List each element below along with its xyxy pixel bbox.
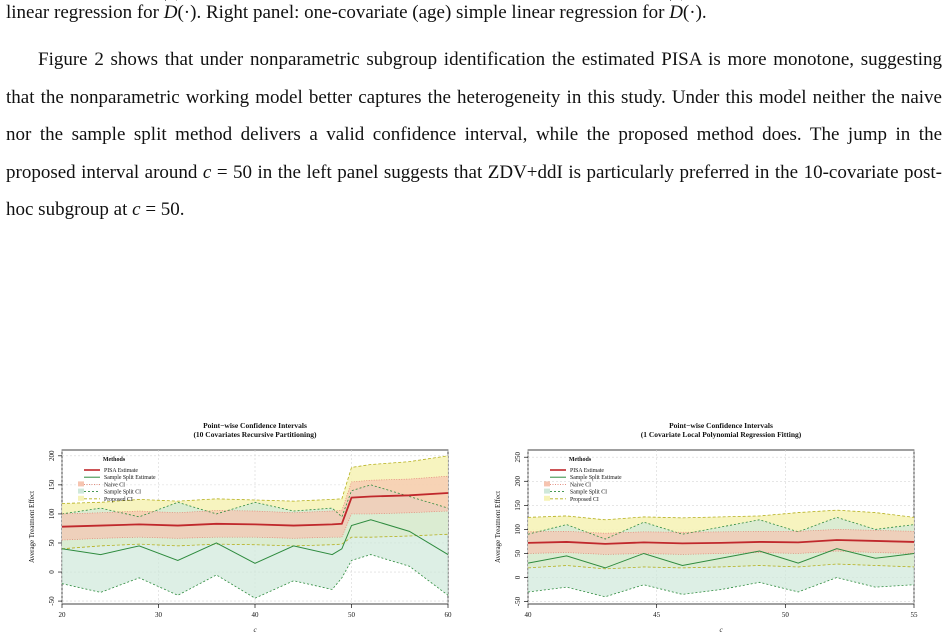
proposed-ci-upper — [61, 455, 449, 504]
sample-split-estimate-line — [527, 548, 915, 569]
legend-title: Methods — [103, 457, 126, 463]
y-tick-label: 250 — [514, 451, 522, 462]
y-axis-label: Average Treatment Effect — [28, 491, 36, 563]
x-axis-label: c — [719, 626, 723, 634]
x-tick-label: 30 — [155, 611, 163, 619]
proposed-ci-lower — [527, 563, 915, 570]
chart-right: Point−wise Confidence Intervals(1 Covari… — [494, 421, 919, 634]
figure-left-panel: Point−wise Confidence Intervals (10 Covar… — [20, 420, 460, 634]
y-axis-label: Average Treatment Effect — [494, 491, 502, 563]
caption-arg-2: (·) — [682, 2, 702, 23]
math-c-1: c — [202, 161, 212, 183]
y-tick-label: 100 — [514, 524, 522, 535]
sample-split-ci-lower — [527, 577, 915, 598]
y-tick-label: 0 — [48, 570, 56, 574]
legend-entry: Sample Split Estimate — [570, 475, 622, 481]
y-tick-label: 50 — [514, 549, 522, 557]
math-eq-2: = 50 — [140, 199, 180, 220]
caption-arg-1: (·) — [177, 2, 197, 23]
legend-swatch — [78, 495, 84, 501]
x-tick-label: 40 — [252, 611, 260, 619]
legend-entry: Sample Split CI — [570, 490, 607, 496]
naive-ci-lower — [527, 550, 915, 555]
legend-swatch — [544, 481, 550, 487]
legend-entry: Proposed CI — [104, 497, 133, 503]
legend-entry: Sample Split CI — [104, 490, 141, 496]
legend-entry: Sample Split Estimate — [104, 475, 156, 481]
legend-entry: Proposed CI — [570, 497, 599, 503]
y-tick-label: 100 — [48, 508, 56, 519]
y-tick-label: -50 — [48, 596, 56, 606]
legend-entry: PISA Estimate — [570, 468, 604, 474]
x-tick-label: 50 — [782, 611, 790, 619]
legend-swatch — [544, 488, 550, 494]
figure-right-panel: Point−wise Confidence Intervals (1 Covari… — [486, 420, 926, 634]
pisa-estimate-line — [61, 492, 449, 528]
caption-text-1: linear regression for — [6, 2, 164, 23]
y-tick-label: 200 — [48, 450, 56, 461]
sample-split-estimate-line — [61, 519, 449, 564]
x-tick-label: 40 — [525, 611, 533, 619]
paragraph-text-3: . — [179, 199, 185, 220]
legend-entry: PISA Estimate — [104, 468, 138, 474]
caption-text-2: . Right panel: one-covariate (age) simpl… — [196, 2, 670, 23]
x-tick-label: 20 — [59, 611, 67, 619]
sample-split-ci-upper — [527, 516, 915, 540]
legend-swatch — [544, 495, 550, 501]
x-tick-label: 50 — [348, 611, 356, 619]
chart-subtitle: (10 Covariates Recursive Partitioning) — [193, 430, 317, 439]
caption-text-3: . — [701, 2, 707, 23]
legend-entry: Naive CI — [570, 482, 591, 488]
chart-title: Point−wise Confidence Intervals — [203, 421, 307, 430]
y-tick-label: 0 — [514, 575, 522, 579]
math-c-2: c — [132, 199, 141, 220]
y-tick-label: 50 — [48, 539, 56, 547]
proposed-ci-upper — [527, 509, 915, 521]
math-eq-1: = 50 — [211, 161, 253, 183]
x-axis-label: c — [253, 626, 257, 634]
y-tick-label: -50 — [514, 596, 522, 606]
sample-split-ci-upper — [61, 484, 449, 518]
legend-title: Methods — [569, 457, 592, 463]
legend-entry: Naive CI — [104, 482, 125, 488]
body-paragraph: Figure 2 shows that under nonparametric … — [6, 41, 942, 229]
y-tick-label: 150 — [48, 479, 56, 490]
paragraph-text-2: in the left panel suggests that ZDV+ddI … — [6, 161, 943, 221]
sample-split-ci-lower — [61, 554, 449, 599]
y-tick-label: 150 — [514, 500, 522, 511]
chart-left: Point−wise Confidence Intervals(10 Covar… — [28, 421, 453, 634]
x-tick-label: 60 — [445, 611, 453, 619]
naive-ci-upper — [527, 529, 915, 534]
figure-caption-fragment: linear regression for D(·). Right panel:… — [6, 0, 942, 26]
caption-estimator-2: D — [669, 2, 683, 23]
legend-swatch — [78, 481, 84, 487]
caption-estimator-1: D — [164, 2, 178, 23]
chart-title: Point−wise Confidence Intervals — [669, 421, 773, 430]
naive-ci-band — [528, 529, 914, 555]
legend-swatch — [78, 488, 84, 494]
chart-subtitle: (1 Covariate Local Polynomial Regression… — [641, 430, 802, 439]
x-tick-label: 55 — [911, 611, 919, 619]
x-tick-label: 45 — [653, 611, 661, 619]
pisa-estimate-line — [527, 539, 915, 545]
y-tick-label: 200 — [514, 476, 522, 487]
paragraph-text-1: Figure 2 shows that under nonparametric … — [6, 49, 942, 183]
